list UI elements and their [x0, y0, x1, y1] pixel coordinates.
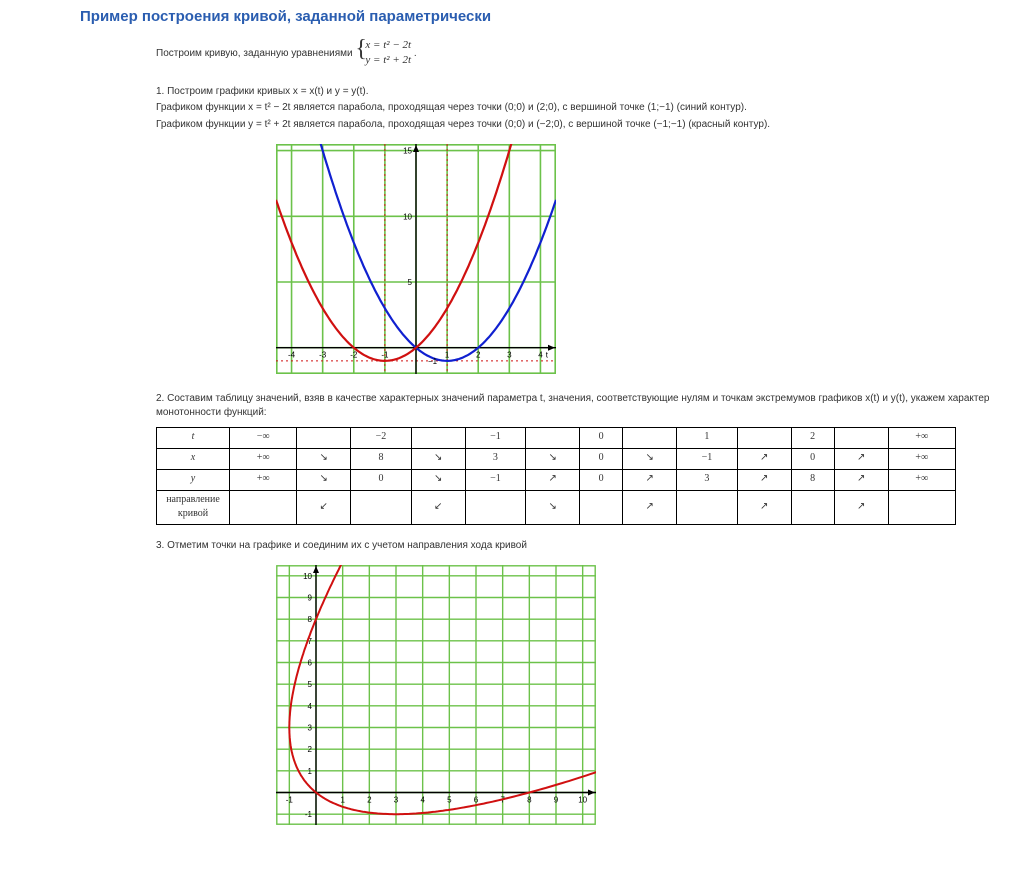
- svg-text:4: 4: [420, 796, 425, 805]
- svg-text:5: 5: [408, 278, 413, 287]
- svg-text:3: 3: [308, 724, 313, 733]
- step3-text: 3. Отметим точки на графике и соединим и…: [156, 539, 1008, 554]
- svg-text:8: 8: [527, 796, 532, 805]
- step1-red: Графиком функции y = t² + 2t является па…: [156, 118, 1008, 133]
- svg-text:2: 2: [367, 796, 372, 805]
- svg-text:-4: -4: [288, 351, 296, 360]
- svg-text:1: 1: [445, 351, 450, 360]
- svg-text:6: 6: [308, 659, 313, 668]
- svg-text:2: 2: [308, 745, 313, 754]
- chart-parabolas: -4 -3 -2 -1 1 2 3 4 5 10 15 t −1: [276, 144, 1008, 380]
- svg-text:-2: -2: [350, 351, 358, 360]
- svg-text:15: 15: [403, 147, 412, 156]
- intro-text: Построим кривую, заданную уравнениями: [156, 48, 353, 59]
- svg-text:10: 10: [578, 796, 587, 805]
- svg-text:2: 2: [476, 351, 481, 360]
- svg-text:−1: −1: [428, 357, 438, 366]
- svg-text:10: 10: [403, 212, 412, 221]
- step2-text: 2. Составим таблицу значений, взяв в кач…: [156, 392, 1008, 421]
- eq-x: x = t² − 2t: [365, 39, 411, 51]
- step1-blue: Графиком функции x = t² − 2t является па…: [156, 101, 1008, 116]
- svg-text:-3: -3: [319, 351, 327, 360]
- eq-y: y = t² + 2t: [365, 54, 411, 66]
- svg-text:4: 4: [308, 702, 313, 711]
- chart2-svg: 1122334455667788991010-1-1: [276, 565, 596, 825]
- svg-text:t: t: [546, 351, 549, 360]
- svg-text:5: 5: [308, 680, 313, 689]
- step1-head: 1. Построим графики кривых x = x(t) и y …: [156, 85, 1008, 100]
- svg-text:4: 4: [538, 351, 543, 360]
- values-table: t−∞−2−1012+∞x+∞↘8↘3↘0↘−1↗0↗+∞y+∞↘0↘−1↗0↗…: [156, 427, 956, 525]
- svg-text:9: 9: [554, 796, 559, 805]
- equation-system: x = t² − 2t y = t² + 2t: [355, 39, 411, 68]
- chart1-svg: -4 -3 -2 -1 1 2 3 4 5 10 15 t −1: [276, 144, 556, 374]
- svg-text:10: 10: [303, 572, 312, 581]
- svg-text:6: 6: [474, 796, 479, 805]
- svg-text:-1: -1: [305, 810, 313, 819]
- page-title: Пример построения кривой, заданной парам…: [80, 8, 1008, 25]
- intro-line: Построим кривую, заданную уравнениями x …: [156, 39, 1008, 68]
- svg-text:3: 3: [394, 796, 399, 805]
- svg-text:8: 8: [308, 615, 313, 624]
- chart-parametric: 1122334455667788991010-1-1: [276, 565, 1008, 831]
- svg-text:9: 9: [308, 594, 313, 603]
- svg-text:5: 5: [447, 796, 452, 805]
- svg-text:1: 1: [340, 796, 345, 805]
- svg-text:3: 3: [507, 351, 512, 360]
- svg-text:-1: -1: [381, 351, 389, 360]
- svg-text:1: 1: [308, 767, 313, 776]
- svg-text:-1: -1: [286, 796, 294, 805]
